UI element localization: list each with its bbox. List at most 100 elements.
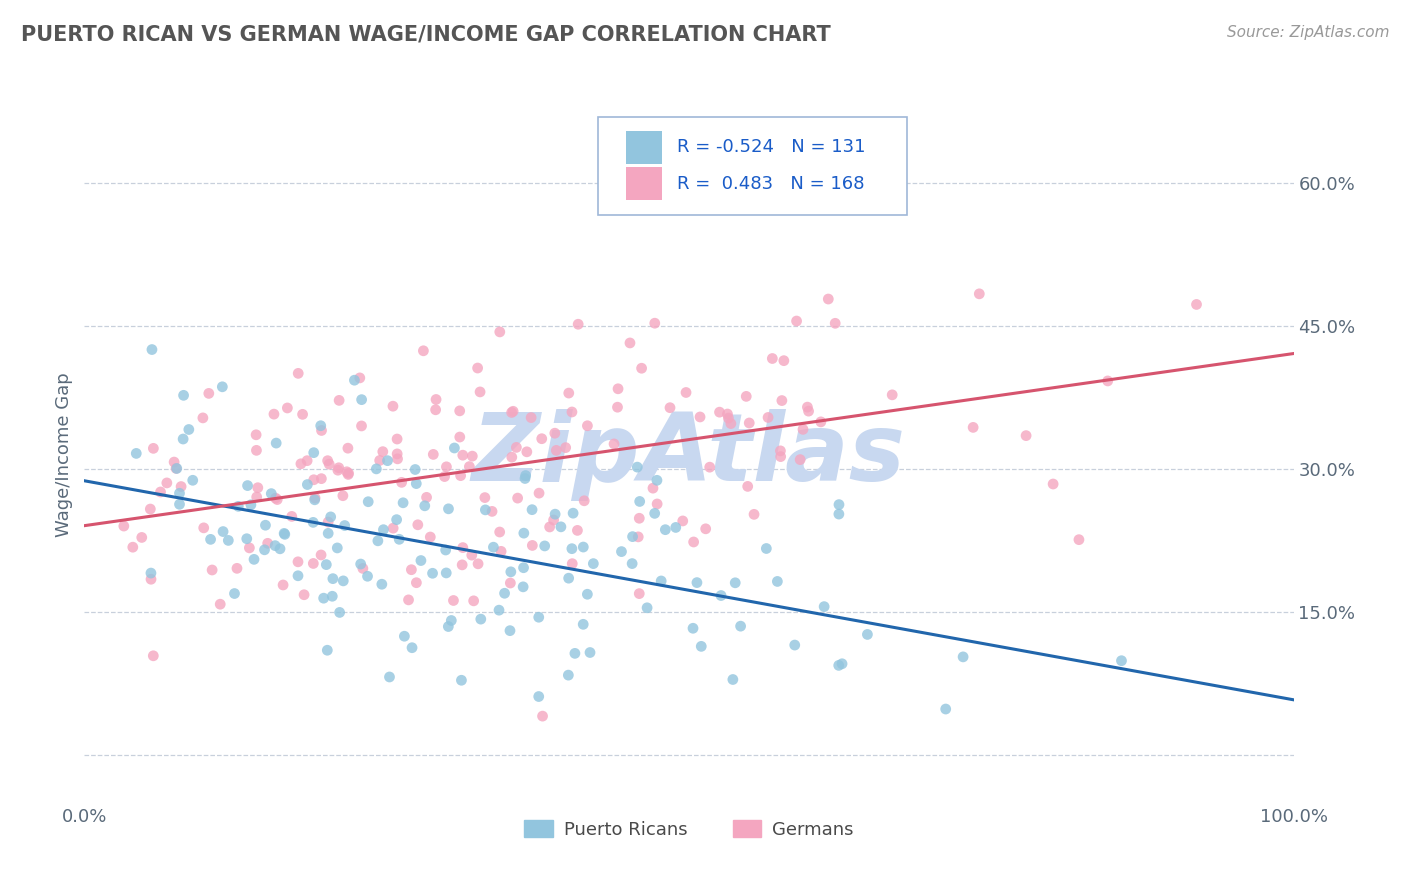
Point <box>385 432 408 446</box>
Point <box>406 517 429 532</box>
Point <box>738 416 761 430</box>
Point <box>451 541 474 555</box>
Point <box>412 343 434 358</box>
Point <box>451 558 474 572</box>
Point <box>139 566 162 580</box>
Point <box>531 709 554 723</box>
Point <box>494 586 516 600</box>
Point <box>264 539 287 553</box>
Point <box>193 521 215 535</box>
Point <box>392 496 415 510</box>
Point <box>304 492 326 507</box>
Point <box>387 451 409 466</box>
Point <box>302 557 325 571</box>
Point <box>533 539 555 553</box>
Point <box>254 518 277 533</box>
Point <box>501 450 523 465</box>
Point <box>382 521 405 535</box>
Point <box>326 463 349 477</box>
Point <box>856 627 879 641</box>
Bar <box>626 167 662 201</box>
Point <box>1097 374 1119 388</box>
Point <box>735 389 758 403</box>
Point <box>522 538 544 552</box>
Point <box>212 524 235 539</box>
Point <box>520 502 543 516</box>
Point <box>302 516 325 530</box>
Point <box>336 441 359 455</box>
Point <box>163 455 186 469</box>
Point <box>645 497 668 511</box>
Point <box>468 384 491 399</box>
Point <box>467 557 489 571</box>
Point <box>527 690 550 704</box>
Point <box>561 405 583 419</box>
Point <box>962 420 984 434</box>
Point <box>398 593 420 607</box>
Point <box>269 541 291 556</box>
Point <box>724 575 747 590</box>
Point <box>502 404 524 418</box>
Point <box>730 619 752 633</box>
Point <box>567 524 589 538</box>
FancyBboxPatch shape <box>599 118 907 215</box>
Point <box>198 386 221 401</box>
Point <box>413 499 436 513</box>
Point <box>405 575 427 590</box>
Point <box>149 485 172 500</box>
Point <box>513 471 536 485</box>
Point <box>177 422 200 436</box>
Point <box>311 472 333 486</box>
Point <box>349 371 371 385</box>
Point <box>474 503 496 517</box>
Point <box>368 453 391 467</box>
Point <box>644 507 666 521</box>
Point <box>935 702 957 716</box>
Point <box>828 658 851 673</box>
Point <box>401 640 423 655</box>
Point <box>295 453 318 467</box>
Legend: Puerto Ricans, Germans: Puerto Ricans, Germans <box>517 813 860 846</box>
Point <box>409 553 432 567</box>
Point <box>769 450 792 464</box>
Point <box>246 481 269 495</box>
Point <box>737 479 759 493</box>
Point <box>112 519 135 533</box>
Point <box>273 526 295 541</box>
Point <box>810 415 832 429</box>
Point <box>882 388 904 402</box>
Point <box>481 504 503 518</box>
Point <box>808 174 831 188</box>
Point <box>527 610 550 624</box>
Point <box>394 629 416 643</box>
Point <box>366 462 388 476</box>
Point <box>263 407 285 421</box>
Point <box>309 548 332 562</box>
Point <box>377 453 399 467</box>
Point <box>316 643 339 657</box>
Point <box>572 617 595 632</box>
Point <box>415 491 437 505</box>
Point <box>520 410 543 425</box>
Point <box>450 468 472 483</box>
Point <box>322 572 344 586</box>
Point <box>792 422 814 436</box>
Point <box>350 392 373 407</box>
Point <box>191 410 214 425</box>
Point <box>245 427 267 442</box>
Point <box>449 404 471 418</box>
Point <box>783 638 806 652</box>
Point <box>422 566 444 581</box>
Point <box>391 475 413 490</box>
Point <box>770 393 793 408</box>
Point <box>141 343 163 357</box>
Point <box>628 511 651 525</box>
Point <box>343 373 366 387</box>
Point <box>645 473 668 487</box>
Point <box>271 578 294 592</box>
Point <box>287 555 309 569</box>
Point <box>630 361 652 376</box>
Text: R =  0.483   N = 168: R = 0.483 N = 168 <box>676 175 865 193</box>
Point <box>636 600 658 615</box>
Point <box>505 441 527 455</box>
